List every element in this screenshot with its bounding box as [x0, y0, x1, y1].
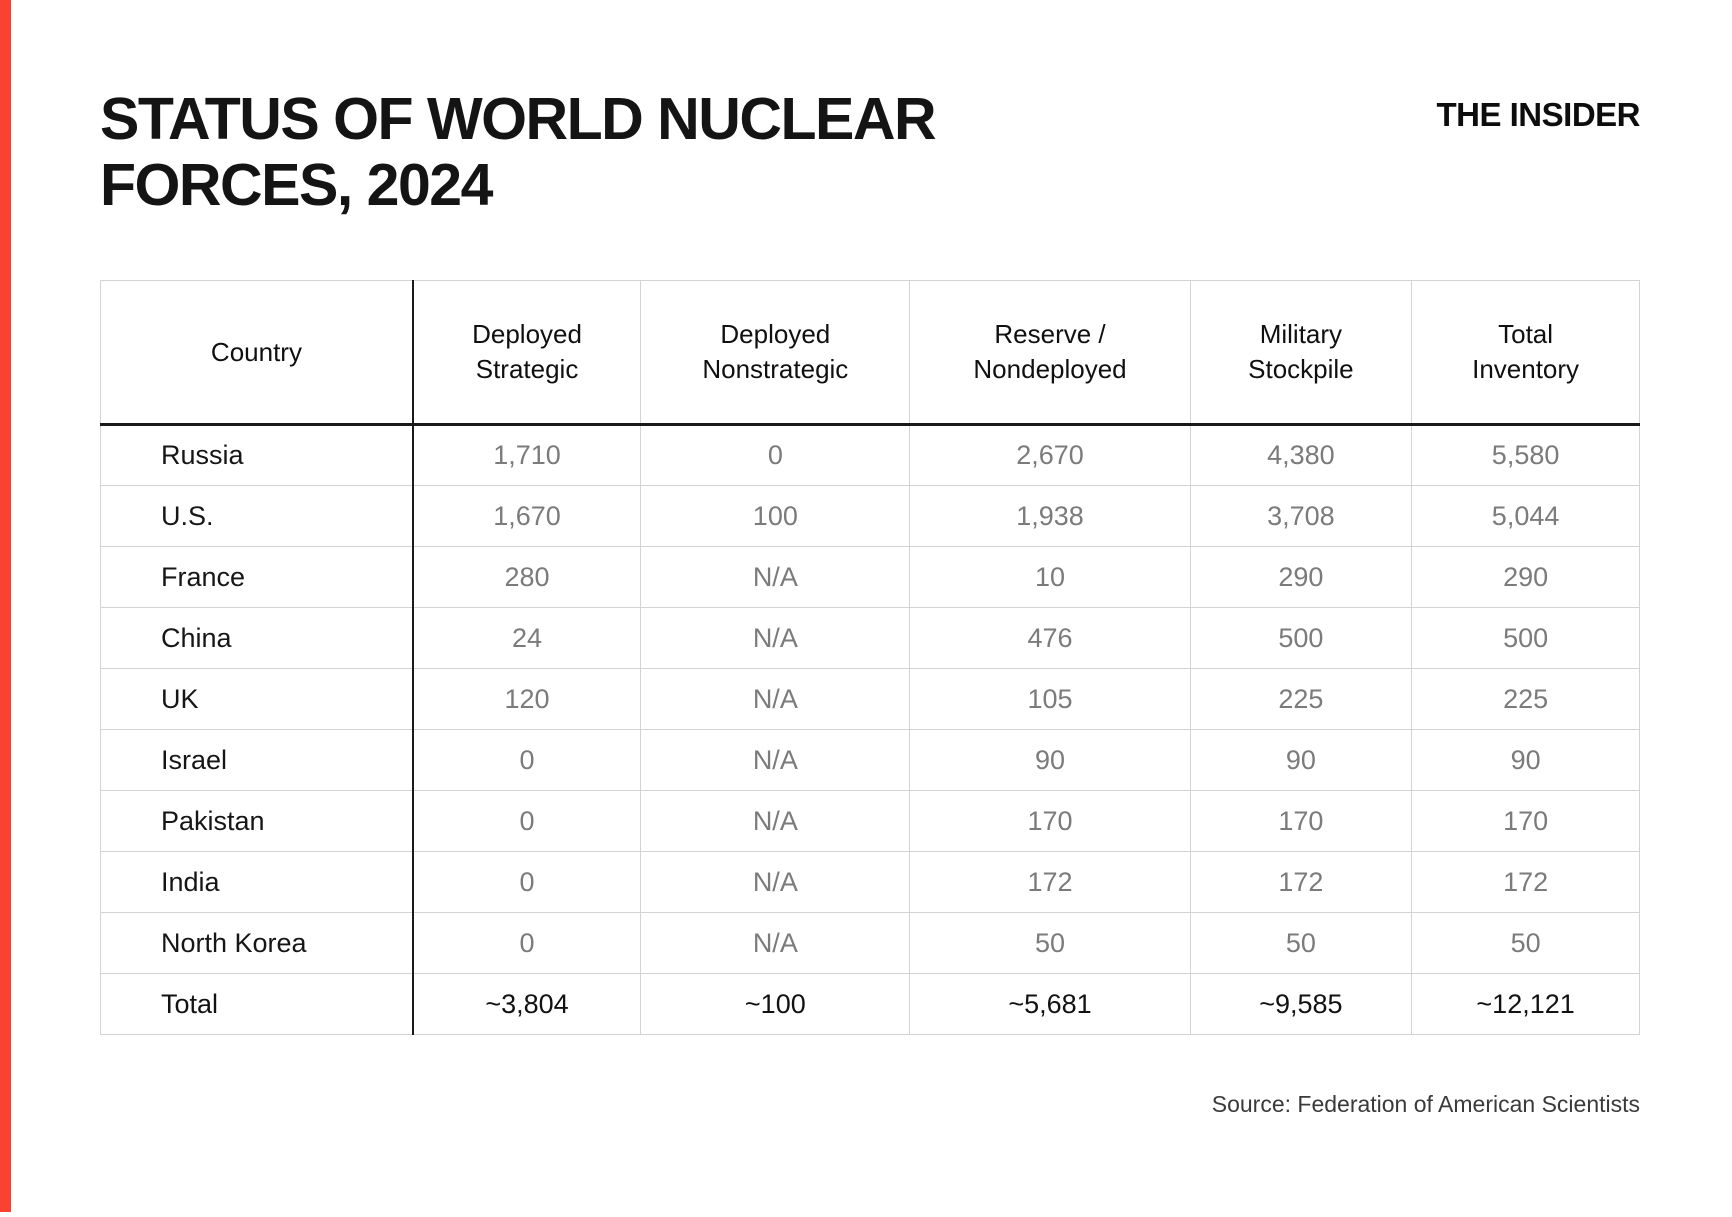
value-cell: 1,938	[909, 485, 1191, 548]
value-cell: 170	[909, 790, 1191, 853]
value-cell: 170	[1411, 790, 1640, 853]
column-header-3: Reserve / Nondeployed	[909, 280, 1191, 427]
value-cell: 500	[1411, 607, 1640, 670]
value-cell: 225	[1189, 668, 1413, 731]
value-cell: N/A	[640, 790, 911, 853]
value-cell: N/A	[640, 729, 911, 792]
value-cell: 170	[1189, 790, 1413, 853]
page-title-line1: STATUS OF WORLD NUCLEAR	[100, 86, 937, 152]
value-cell: 100	[640, 485, 911, 548]
country-cell: UK	[99, 668, 414, 731]
table-row: China 24 N/A 476 500 500	[99, 607, 1640, 670]
value-cell: 90	[1411, 729, 1640, 792]
value-cell: 476	[909, 607, 1191, 670]
page-title-line2: FORCES, 2024	[100, 152, 493, 219]
value-cell: 90	[909, 729, 1191, 792]
table-header-row: Country Deployed Strategic Deployed Nonstr…	[99, 280, 1640, 427]
total-row: Total ~3,804 ~100 ~5,681 ~9,585 ~12,121	[99, 973, 1640, 1036]
value-cell: ~12,121	[1411, 973, 1640, 1036]
value-cell: 172	[1189, 851, 1413, 914]
country-cell: Pakistan	[99, 790, 414, 853]
value-cell: 50	[1189, 912, 1413, 975]
value-cell: 172	[1411, 851, 1640, 914]
table-row: Pakistan 0 N/A 170 170 170	[99, 790, 1640, 853]
table-header: Country Deployed Strategic Deployed Nonstr…	[99, 280, 1640, 427]
value-cell: 172	[909, 851, 1191, 914]
value-cell: ~9,585	[1189, 973, 1413, 1036]
value-cell: 280	[412, 546, 642, 609]
value-cell: N/A	[640, 851, 911, 914]
value-cell: ~3,804	[412, 973, 642, 1036]
page-title: STATUS OF WORLD NUCLEAR FORCES, 2024	[100, 86, 1640, 218]
table-body: Russia 1,710 0 2,670 4,380 5,580 U.S. 1,670 100 1…	[99, 424, 1640, 1036]
value-cell: 0	[412, 851, 642, 914]
value-cell: N/A	[640, 607, 911, 670]
source-credit: Source: Federation of American Scientist…	[1211, 1091, 1640, 1118]
value-cell: 1,670	[412, 485, 642, 548]
value-cell: 24	[412, 607, 642, 670]
column-header-country: Country	[99, 280, 414, 427]
left-accent-bar	[0, 0, 11, 1212]
country-cell: Total	[99, 973, 414, 1036]
value-cell: ~5,681	[909, 973, 1191, 1036]
value-cell: N/A	[640, 546, 911, 609]
value-cell: 4,380	[1189, 424, 1413, 487]
country-cell: France	[99, 546, 414, 609]
table-row: France 280 N/A 10 290 290	[99, 546, 1640, 609]
nuclear-forces-table: Country Deployed Strategic Deployed Nonstr…	[99, 280, 1640, 1036]
country-cell: India	[99, 851, 414, 914]
table-row: North Korea 0 N/A 50 50 50	[99, 912, 1640, 975]
value-cell: 290	[1189, 546, 1413, 609]
country-cell: North Korea	[99, 912, 414, 975]
page-header: STATUS OF WORLD NUCLEAR FORCES, 2024 THE …	[100, 0, 1640, 218]
table-row: Israel 0 N/A 90 90 90	[99, 729, 1640, 792]
column-header-2: Deployed Nonstrategic	[640, 280, 911, 427]
country-cell: Russia	[99, 424, 414, 487]
value-cell: 90	[1189, 729, 1413, 792]
column-header-4: Military Stockpile	[1189, 280, 1413, 427]
value-cell: 290	[1411, 546, 1640, 609]
value-cell: N/A	[640, 668, 911, 731]
value-cell: ~100	[640, 973, 911, 1036]
value-cell: 0	[640, 424, 911, 487]
value-cell: 500	[1189, 607, 1413, 670]
value-cell: 0	[412, 790, 642, 853]
country-cell: Israel	[99, 729, 414, 792]
table-row: India 0 N/A 172 172 172	[99, 851, 1640, 914]
value-cell: 10	[909, 546, 1191, 609]
table-row: UK 120 N/A 105 225 225	[99, 668, 1640, 731]
brand-logo: THE INSIDER	[1436, 96, 1640, 133]
value-cell: 0	[412, 729, 642, 792]
value-cell: 5,044	[1411, 485, 1640, 548]
value-cell: 1,710	[412, 424, 642, 487]
value-cell: 0	[412, 912, 642, 975]
column-header-1: Deployed Strategic	[412, 280, 642, 427]
value-cell: 5,580	[1411, 424, 1640, 487]
value-cell: 2,670	[909, 424, 1191, 487]
value-cell: 225	[1411, 668, 1640, 731]
value-cell: 3,708	[1189, 485, 1413, 548]
country-cell: China	[99, 607, 414, 670]
value-cell: 50	[1411, 912, 1640, 975]
table-row: Russia 1,710 0 2,670 4,380 5,580	[99, 424, 1640, 487]
value-cell: 50	[909, 912, 1191, 975]
value-cell: 120	[412, 668, 642, 731]
column-header-5: Total Inventory	[1411, 280, 1640, 427]
table-row: U.S. 1,670 100 1,938 3,708 5,044	[99, 485, 1640, 548]
value-cell: 105	[909, 668, 1191, 731]
page: STATUS OF WORLD NUCLEAR FORCES, 2024 THE …	[99, 0, 1640, 1118]
value-cell: N/A	[640, 912, 911, 975]
country-cell: U.S.	[99, 485, 414, 548]
